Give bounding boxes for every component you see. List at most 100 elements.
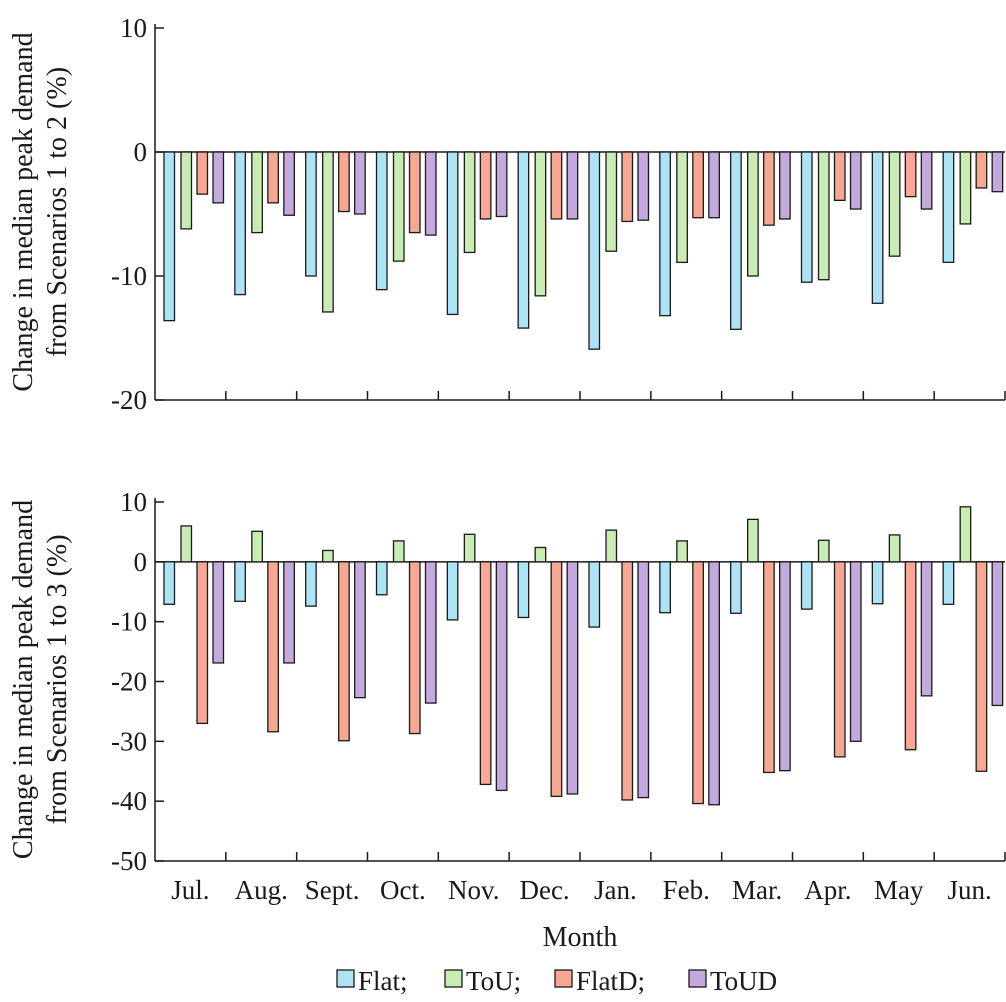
y-tick-label: 0	[134, 137, 148, 167]
bar-tou-mar	[747, 151, 759, 277]
legend-item-toud: ToUD	[688, 966, 777, 996]
bar-tou-may	[888, 534, 901, 563]
bar-flatd-feb	[692, 561, 704, 805]
bar-tou-may	[888, 151, 901, 257]
legend-swatch	[444, 969, 463, 988]
bar-tou-apr	[817, 539, 830, 563]
legend-item-tou: ToU;	[444, 966, 521, 996]
x-tick-label: Nov.	[448, 875, 500, 905]
y-tick-label: -30	[111, 726, 147, 756]
bar-flat-sept	[305, 561, 317, 607]
x-tick-label: Dec.	[519, 875, 569, 905]
bar-flatd-mar	[763, 151, 775, 226]
y-tick-label: -40	[111, 786, 147, 816]
bar-tou-apr	[817, 151, 830, 281]
x-tick-label: Jul.	[171, 875, 209, 905]
bar-tou-jul	[180, 151, 193, 230]
x-tick-label: Oct.	[380, 875, 426, 905]
bar-flatd-mar	[763, 561, 775, 774]
bar-flatd-nov	[479, 151, 492, 220]
bar-flatd-dec	[550, 151, 563, 220]
y-tick-label: 0	[134, 547, 148, 577]
bar-toud-apr	[849, 151, 862, 210]
bar-toud-dec	[566, 561, 579, 795]
bar-toud-dec	[566, 151, 579, 220]
bar-flat-dec	[517, 561, 530, 619]
bar-toud-feb	[708, 151, 720, 219]
bar-flatd-jun	[975, 561, 988, 772]
y-axis-title-line: from Scenarios 1 to 3 (%)	[42, 534, 73, 824]
bar-tou-mar	[747, 518, 759, 563]
bar-flatd-may	[904, 561, 917, 751]
bar-flat-sept	[305, 151, 317, 277]
bar-toud-jan	[637, 151, 650, 221]
bar-tou-jun	[959, 151, 972, 225]
x-tick-label: Feb.	[663, 875, 710, 905]
bar-flatd-oct	[408, 151, 421, 234]
bar-flat-oct	[375, 561, 388, 596]
bar-toud-oct	[424, 561, 437, 704]
bar-toud-mar	[779, 151, 791, 220]
bar-tou-sept	[322, 549, 334, 563]
bar-toud-jul	[212, 561, 225, 664]
x-tick-label: May	[874, 875, 924, 905]
bar-flatd-nov	[479, 561, 492, 786]
y-tick-label: -20	[111, 385, 147, 415]
y-tick-label: -50	[111, 846, 147, 876]
bar-toud-jun	[991, 561, 1004, 707]
bar-toud-aug	[283, 561, 295, 664]
bar-toud-feb	[708, 561, 720, 806]
bar-tou-aug	[251, 151, 263, 234]
y-axis-title-line: from Scenarios 1 to 2 (%)	[42, 67, 73, 357]
x-tick-label: Apr.	[804, 875, 851, 905]
bar-flat-jul	[163, 561, 176, 605]
bar-flatd-dec	[550, 561, 563, 798]
bar-toud-sept	[354, 561, 366, 699]
legend-swatch	[688, 969, 707, 988]
x-tick-label: Jun.	[947, 875, 991, 905]
x-tick-label: Jan.	[594, 875, 637, 905]
y-axis-title-line: Change in median peak demand	[8, 32, 39, 391]
bar-flat-jan	[588, 151, 601, 350]
bar-tou-jan	[605, 151, 618, 252]
y-tick-label: -20	[111, 667, 147, 697]
legend-label: FlatD;	[576, 966, 645, 996]
bar-flat-jun	[942, 151, 955, 264]
legend-item-flatd: FlatD;	[554, 966, 645, 996]
bar-flat-jun	[942, 561, 955, 605]
bar-tou-jul	[180, 525, 193, 563]
bar-flatd-apr	[833, 151, 846, 202]
bar-flatd-jul	[196, 151, 209, 195]
panel-1: 10 0 -10 -20 Change in median peak demand fro…	[8, 13, 1006, 415]
bar-tou-oct	[392, 540, 405, 563]
bar-flat-mar	[730, 561, 742, 614]
bar-toud-may	[920, 151, 933, 210]
bar-tou-dec	[534, 546, 547, 563]
bar-flat-feb	[659, 151, 671, 317]
x-tick-label: Sept.	[305, 875, 360, 905]
bar-toud-may	[920, 561, 933, 697]
bar-tou-jun	[959, 506, 972, 563]
bar-flat-mar	[730, 151, 742, 330]
bar-tou-oct	[392, 151, 405, 262]
y-tick-label: 10	[120, 13, 147, 43]
x-tick-label: Aug.	[235, 875, 288, 905]
y-axis-title: Change in median peak demand from Scenari…	[8, 32, 73, 391]
bar-flatd-sept	[338, 151, 350, 213]
bar-flatd-aug	[267, 151, 279, 204]
bar-flat-oct	[375, 151, 388, 291]
bar-tou-nov	[463, 533, 476, 563]
bar-flatd-sept	[338, 561, 350, 742]
bar-flatd-jun	[975, 151, 988, 189]
legend-swatch	[336, 969, 355, 988]
bar-flatd-oct	[408, 561, 421, 735]
bar-toud-apr	[849, 561, 862, 742]
x-tick-label: Mar.	[732, 875, 782, 905]
y-tick-label: -10	[111, 261, 147, 291]
legend-label: Flat;	[358, 966, 408, 996]
bar-flat-nov	[446, 561, 459, 621]
bar-flat-jul	[163, 151, 176, 322]
bar-flat-apr	[800, 151, 813, 283]
